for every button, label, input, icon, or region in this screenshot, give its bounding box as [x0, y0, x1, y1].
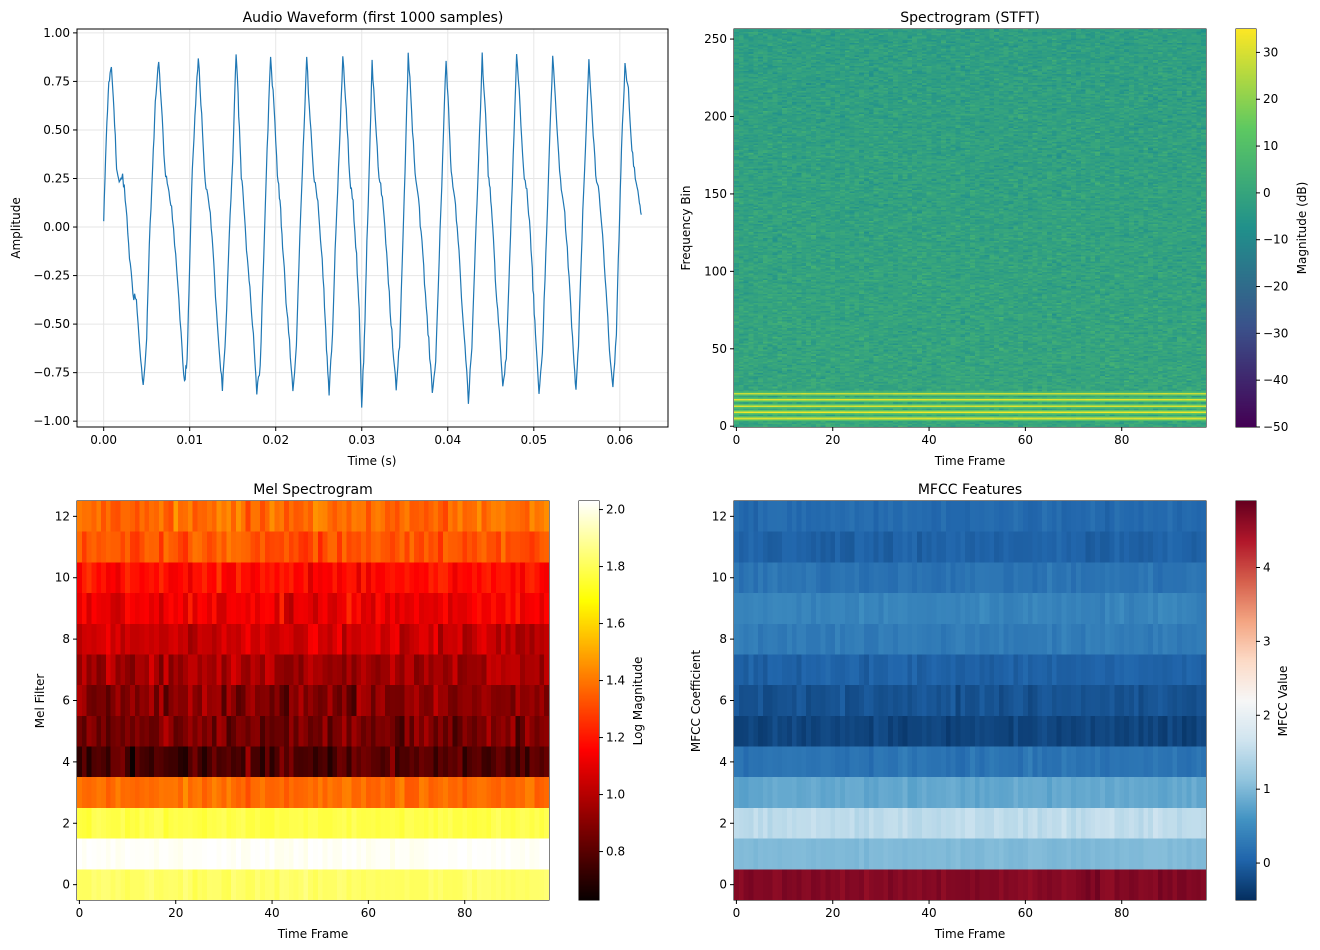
mel-colorbar	[579, 501, 599, 900]
mfcc-xtick-label: 60	[1018, 906, 1033, 920]
mel-title: Mel Spectrogram	[253, 482, 372, 498]
mfcc-ylabel: MFCC Coefficient	[689, 650, 703, 752]
mel-colorbar-label: Log Magnitude	[631, 657, 645, 746]
mfcc-ytick-label: 2	[719, 816, 727, 830]
spectrogram-colorbar	[1236, 29, 1256, 427]
waveform-xtick-label: 0.03	[348, 433, 375, 447]
spectrogram-ytick-label: 100	[704, 264, 727, 278]
waveform-xtick-label: 0.04	[434, 433, 461, 447]
spectrogram-xtick-label: 40	[921, 433, 936, 447]
mel-ytick-label: 2	[62, 816, 70, 830]
spectrogram-image	[734, 29, 1206, 427]
spectrogram-ytick-label: 0	[719, 419, 727, 433]
waveform-xtick-label: 0.02	[262, 433, 289, 447]
mel-colorbar-tick-label: 1.0	[606, 788, 625, 802]
waveform-xlabel: Time (s)	[347, 454, 397, 468]
spectrogram-colorbar-tick-label: −40	[1263, 373, 1288, 387]
mfcc-xtick-label: 80	[1114, 906, 1129, 920]
mfcc-xlabel: Time Frame	[934, 927, 1006, 941]
mel-xtick-label: 80	[457, 906, 472, 920]
mfcc-colorbar-label: MFCC Value	[1276, 666, 1290, 737]
spectrogram-colorbar-tick-label: 30	[1263, 45, 1278, 59]
spectrogram-colorbar-tick-label: −50	[1263, 420, 1288, 434]
mfcc-colorbar-tick-label: 1	[1263, 782, 1271, 796]
mfcc-ytick-label: 12	[712, 509, 727, 523]
spectrogram-ytick-label: 200	[704, 109, 727, 123]
mfcc-xtick-label: 20	[825, 906, 840, 920]
spectrogram-xtick-label: 80	[1114, 433, 1129, 447]
waveform-ytick-label: 0.25	[43, 171, 70, 185]
mfcc-colorbar-tick-label: 3	[1263, 634, 1271, 648]
mfcc-xtick-label: 0	[733, 906, 741, 920]
waveform-xtick-label: 0.00	[90, 433, 117, 447]
waveform-ytick-label: −0.50	[33, 317, 70, 331]
spectrogram-colorbar-tick-label: −30	[1263, 326, 1288, 340]
mfcc-colorbar	[1236, 501, 1256, 900]
mel-colorbar-tick-label: 1.6	[606, 617, 625, 631]
mfcc-colorbar-tick-label: 2	[1263, 708, 1271, 722]
spectrogram-xtick-label: 20	[825, 433, 840, 447]
waveform-ytick-label: 0.00	[43, 220, 70, 234]
mfcc-xtick-label: 40	[921, 906, 936, 920]
waveform-title: Audio Waveform (first 1000 samples)	[243, 10, 504, 26]
spectrogram-colorbar-label: Magnitude (dB)	[1295, 182, 1309, 275]
mfcc-colorbar-tick-label: 0	[1263, 856, 1271, 870]
spectrogram-ytick-label: 50	[712, 342, 727, 356]
waveform-axes-frame	[76, 28, 669, 428]
waveform-series-line	[103, 52, 642, 408]
mel-ylabel: Mel Filter	[33, 674, 47, 729]
mel-xtick-label: 0	[76, 906, 84, 920]
mel-xtick-label: 40	[264, 906, 279, 920]
mfcc-ytick-label: 4	[719, 755, 727, 769]
waveform-ylabel: Amplitude	[9, 197, 23, 259]
spectrogram-colorbar-tick-label: −10	[1263, 233, 1288, 247]
mel-xtick-label: 20	[168, 906, 183, 920]
waveform-ytick-label: −1.00	[33, 414, 70, 428]
mfcc-colorbar-tick-label: 4	[1263, 561, 1271, 575]
mel-ytick-label: 10	[55, 571, 70, 585]
spectrogram-panel: Spectrogram (STFT) Time Frame Frequency …	[679, 10, 1309, 468]
mel-colorbar-tick-label: 1.2	[606, 731, 625, 745]
mfcc-ytick-label: 10	[712, 571, 727, 585]
mel-colorbar-tick-label: 1.4	[606, 674, 625, 688]
spectrogram-ytick-label: 250	[704, 32, 727, 46]
mfcc-title: MFCC Features	[918, 482, 1022, 498]
waveform-xtick-label: 0.05	[520, 433, 547, 447]
waveform-ytick-label: −0.75	[33, 366, 70, 380]
mel-ytick-label: 8	[62, 632, 70, 646]
mel-colorbar-tick-label: 2.0	[606, 503, 625, 517]
waveform-ytick-label: −0.25	[33, 269, 70, 283]
mel-image	[77, 501, 549, 900]
waveform-panel: Audio Waveform (first 1000 samples) Time…	[9, 10, 669, 468]
mel-ytick-label: 12	[55, 509, 70, 523]
mfcc-ytick-label: 8	[719, 632, 727, 646]
waveform-ytick-label: 0.50	[43, 123, 70, 137]
mel-ytick-label: 6	[62, 694, 70, 708]
spectrogram-ylabel: Frequency Bin	[679, 186, 693, 271]
mfcc-ytick-label: 0	[719, 878, 727, 892]
mel-ytick-label: 4	[62, 755, 70, 769]
mel-colorbar-tick-label: 1.8	[606, 560, 625, 574]
spectrogram-colorbar-tick-label: −20	[1263, 280, 1288, 294]
mfcc-ytick-label: 6	[719, 694, 727, 708]
mel-xlabel: Time Frame	[277, 927, 349, 941]
mel-colorbar-tick-label: 0.8	[606, 845, 625, 859]
waveform-ytick-label: 0.75	[43, 74, 70, 88]
spectrogram-colorbar-tick-label: 20	[1263, 92, 1278, 106]
spectrogram-ytick-label: 150	[704, 187, 727, 201]
waveform-ytick-label: 1.00	[43, 26, 70, 40]
spectrogram-xtick-label: 0	[733, 433, 741, 447]
spectrogram-title: Spectrogram (STFT)	[900, 10, 1040, 26]
spectrogram-xtick-label: 60	[1018, 433, 1033, 447]
waveform-xtick-label: 0.06	[606, 433, 633, 447]
spectrogram-colorbar-tick-label: 10	[1263, 139, 1278, 153]
mel-ytick-label: 0	[62, 878, 70, 892]
mel-xtick-label: 60	[361, 906, 376, 920]
spectrogram-xlabel: Time Frame	[934, 454, 1006, 468]
mfcc-image	[734, 501, 1206, 900]
waveform-xtick-label: 0.01	[176, 433, 203, 447]
spectrogram-colorbar-tick-label: 0	[1263, 186, 1271, 200]
